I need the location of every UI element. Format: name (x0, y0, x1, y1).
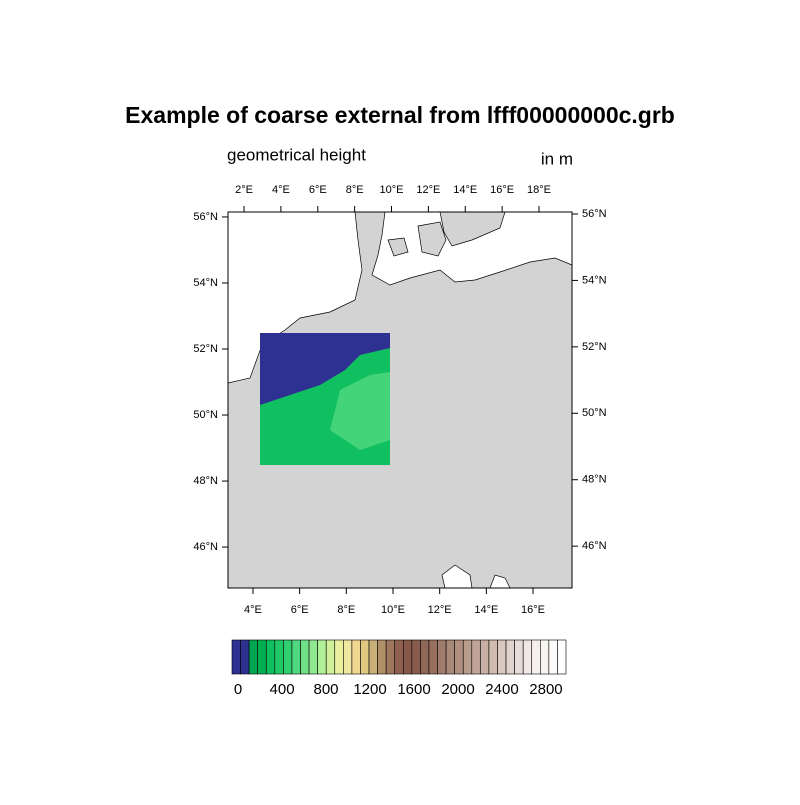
colorbar-box (308, 639, 318, 675)
tick-label: 8°E (337, 604, 355, 616)
tick-label: 2°E (235, 184, 253, 196)
tick-label: 50°N (582, 407, 607, 419)
colorbar-box (445, 639, 455, 675)
left-string: geometrical height (227, 145, 366, 164)
colorbar-box (522, 639, 533, 675)
colorbar-box (377, 639, 387, 675)
colorbar-box (454, 639, 464, 675)
title: Example of coarse external from lfff0000… (125, 102, 675, 128)
land-island (387, 237, 409, 257)
colorbar-label: 1200 (353, 681, 386, 698)
colorbar-box (531, 639, 541, 675)
colorbar-label: 2000 (441, 681, 474, 698)
tick-label: 14°E (474, 604, 498, 616)
colorbar-box (548, 639, 558, 675)
colorbar-box (283, 639, 293, 675)
colorbar-label: 1600 (397, 681, 430, 698)
colorbar-box (394, 639, 404, 675)
tick-label: 54°N (193, 277, 218, 289)
colorbar-box (505, 639, 515, 675)
colorbar-box (317, 639, 327, 675)
tick-label: 48°N (193, 475, 218, 487)
tick-label: 50°N (193, 409, 218, 421)
colorbar-box (291, 639, 301, 675)
colorbar-box (265, 639, 276, 675)
colorbar-box (497, 639, 507, 675)
colorbar-label: 400 (270, 681, 295, 698)
tick-label: 56°N (582, 208, 607, 220)
colorbar-box (325, 639, 336, 675)
tick-label: 56°N (193, 211, 218, 223)
colorbar-box (257, 639, 267, 675)
land-island (417, 221, 447, 257)
colorbar-box (402, 639, 413, 675)
colorbar-box (274, 639, 284, 675)
colorbar-box (420, 639, 430, 675)
colorbar-box (557, 639, 567, 675)
tick-label: 52°N (193, 343, 218, 355)
colorbar-box (240, 639, 250, 675)
colorbar-box (514, 639, 524, 675)
colorbar-box (488, 639, 498, 675)
tick-label: 18°E (527, 184, 551, 196)
colorbar-box (385, 639, 396, 675)
field-land-high (330, 372, 390, 450)
tick-label: 12°E (428, 604, 452, 616)
colorbar-box (351, 639, 361, 675)
colorbar-box (248, 639, 258, 675)
colorbar-box (343, 639, 353, 675)
colorbar-box (437, 639, 447, 675)
tick-label: 54°N (582, 274, 607, 286)
colorbar-box (368, 639, 378, 675)
tick-label: 6°E (309, 184, 327, 196)
tick-label: 12°E (416, 184, 440, 196)
tick-label: 4°E (244, 604, 262, 616)
land (227, 211, 573, 589)
colorbar-label: 2800 (529, 681, 562, 698)
tick-label: 8°E (346, 184, 364, 196)
tick-label: 10°E (381, 604, 405, 616)
tick-label: 48°N (582, 474, 607, 486)
tick-label: 16°E (521, 604, 545, 616)
colorbar-box (411, 639, 421, 675)
tick-label: 6°E (291, 604, 309, 616)
tick-label: 4°E (272, 184, 290, 196)
colorbar-box (300, 639, 310, 675)
colorbar-box (471, 639, 481, 675)
colorbar-label: 2400 (485, 681, 518, 698)
right-string: in m (541, 149, 573, 168)
map-frame (227, 211, 573, 589)
colorbar-box (428, 639, 438, 675)
colorbar-box (540, 639, 550, 675)
map-area (227, 211, 573, 589)
tick-label: 14°E (453, 184, 477, 196)
colorbar-box (231, 639, 241, 675)
tick-label: 10°E (380, 184, 404, 196)
tick-label: 52°N (582, 341, 607, 353)
colorbar-box (360, 639, 370, 675)
colorbar-box (462, 639, 473, 675)
tick-label: 46°N (193, 541, 218, 553)
tick-label: 16°E (490, 184, 514, 196)
colorbar-label: 800 (314, 681, 339, 698)
colorbar-label: 0 (234, 681, 242, 698)
tick-label: 46°N (582, 540, 607, 552)
colorbar-box (480, 639, 490, 675)
colorbar-box (334, 639, 344, 675)
